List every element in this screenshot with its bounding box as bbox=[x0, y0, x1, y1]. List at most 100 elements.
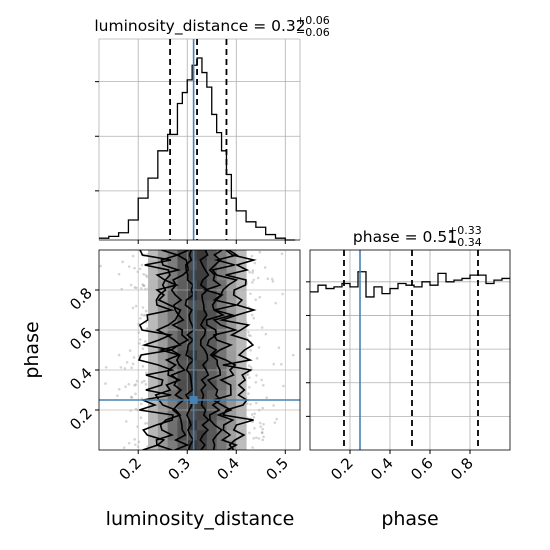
density-cell bbox=[216, 260, 227, 271]
density-cell bbox=[167, 440, 178, 450]
density-cell bbox=[177, 350, 188, 361]
density-cell bbox=[157, 340, 169, 351]
density-cell bbox=[216, 380, 227, 391]
panel-luminosity-distance-hist: luminosity_distance = 0.32 +0.06 −0.06 bbox=[94, 14, 330, 244]
density-cell bbox=[236, 320, 247, 331]
density-cell bbox=[206, 280, 218, 291]
x-tick-label: 0.8 bbox=[447, 454, 477, 484]
sample-point bbox=[144, 340, 147, 343]
sample-point bbox=[123, 367, 127, 370]
density-cell bbox=[216, 280, 227, 291]
density-cell bbox=[187, 250, 198, 261]
sample-point bbox=[133, 266, 136, 270]
ticks bbox=[95, 81, 286, 244]
density-cell bbox=[236, 300, 247, 311]
quantile-lines bbox=[169, 39, 228, 240]
sample-point bbox=[129, 283, 133, 287]
sample-point bbox=[260, 431, 264, 434]
sample-point bbox=[141, 306, 145, 309]
x-axis-label: phase bbox=[381, 508, 438, 530]
sample-point bbox=[130, 366, 133, 370]
sample-point bbox=[141, 365, 145, 368]
sample-point bbox=[131, 254, 135, 258]
title-plus: +0.33 bbox=[448, 224, 482, 237]
density-cell bbox=[226, 410, 237, 421]
sample-point bbox=[130, 396, 134, 399]
density-cell bbox=[157, 390, 169, 401]
density-cell bbox=[197, 310, 208, 321]
sample-point bbox=[121, 260, 124, 264]
sample-point bbox=[133, 438, 137, 441]
density-cell bbox=[216, 360, 227, 371]
density-cell bbox=[197, 380, 208, 391]
sample-point bbox=[247, 392, 250, 396]
density-cell bbox=[157, 330, 169, 341]
sample-point bbox=[255, 357, 259, 360]
density-cell bbox=[236, 330, 247, 341]
density-cell bbox=[157, 440, 169, 450]
sample-point bbox=[138, 267, 142, 271]
density-cell bbox=[216, 270, 227, 281]
sample-point bbox=[253, 412, 256, 415]
density-cell bbox=[216, 250, 227, 261]
sample-point bbox=[124, 385, 127, 388]
density-cell bbox=[187, 260, 198, 271]
density-cell bbox=[157, 370, 169, 381]
density-cell bbox=[236, 440, 247, 450]
sample-point bbox=[255, 436, 258, 439]
density-cell bbox=[148, 390, 159, 401]
sample-point bbox=[117, 272, 121, 276]
density-cell bbox=[167, 300, 178, 311]
density-cell bbox=[236, 410, 247, 421]
sample-point bbox=[145, 327, 149, 330]
sample-point bbox=[141, 347, 145, 351]
density-cell bbox=[148, 330, 159, 341]
density-cell bbox=[187, 310, 198, 321]
density-cell bbox=[167, 420, 178, 431]
sample-point bbox=[131, 362, 135, 366]
density-cell bbox=[236, 310, 247, 321]
density-cell bbox=[187, 390, 198, 401]
sample-point bbox=[136, 270, 140, 274]
density-cell bbox=[167, 340, 178, 351]
panel-2d-density: 0.2 0.3 0.4 0.5 0.2 0.4 0.6 0.8 luminosity_dist… bbox=[21, 249, 301, 530]
density-cell bbox=[177, 320, 188, 331]
sample-point bbox=[247, 333, 251, 337]
sample-point bbox=[139, 402, 143, 406]
density-cell bbox=[167, 250, 178, 261]
sample-point bbox=[249, 366, 253, 369]
x-axis-label: luminosity_distance bbox=[106, 508, 295, 530]
sample-point bbox=[127, 441, 131, 445]
sample-point bbox=[104, 365, 108, 369]
density-cell bbox=[177, 250, 188, 261]
sample-point bbox=[262, 422, 265, 426]
sample-point bbox=[245, 402, 249, 405]
density-cell bbox=[148, 340, 159, 351]
sample-point bbox=[142, 379, 146, 383]
density-cell bbox=[187, 270, 198, 281]
sample-point bbox=[129, 409, 133, 412]
density-cell bbox=[177, 340, 188, 351]
sample-point bbox=[144, 313, 147, 317]
x-tick-label: 0.4 bbox=[367, 454, 397, 484]
sample-point bbox=[145, 371, 148, 375]
density-cell bbox=[157, 270, 169, 281]
y-tick-label: 0.6 bbox=[66, 324, 96, 354]
sample-point bbox=[144, 309, 148, 313]
sample-point bbox=[248, 431, 251, 435]
sample-point bbox=[277, 346, 281, 349]
contour-line bbox=[202, 250, 226, 450]
sample-point bbox=[134, 443, 137, 446]
density-cell bbox=[157, 320, 169, 331]
density-cell bbox=[206, 410, 218, 421]
sample-point bbox=[254, 298, 258, 302]
density-cell bbox=[206, 330, 218, 341]
y-tick-label: 0.2 bbox=[66, 404, 96, 434]
sample-point bbox=[142, 284, 146, 288]
sample-point bbox=[255, 374, 258, 377]
panel-frame bbox=[98, 249, 301, 451]
y-tick-label: 0.8 bbox=[66, 284, 96, 314]
sample-point bbox=[249, 334, 252, 338]
density-cell bbox=[206, 260, 218, 271]
density-cell bbox=[197, 330, 208, 341]
